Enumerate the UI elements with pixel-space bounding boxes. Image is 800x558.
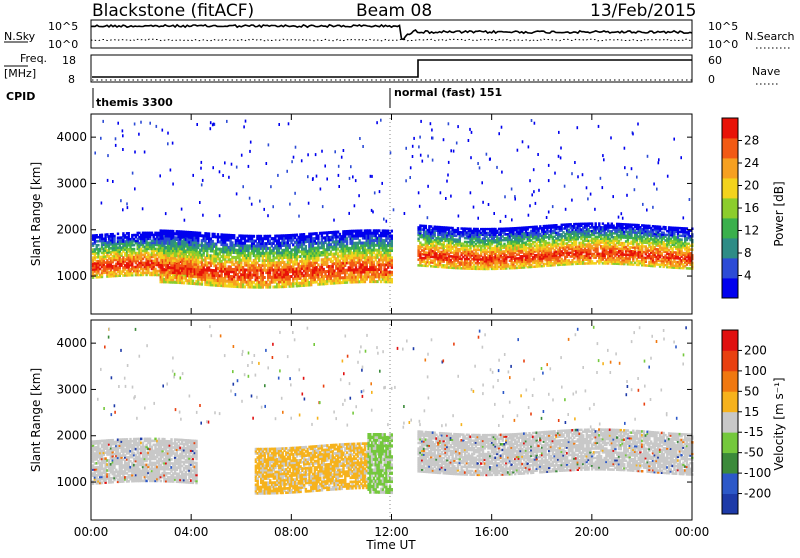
freq-right-tick-low: 0 [708, 73, 715, 86]
echo-cell [133, 248, 135, 251]
noise-search-trace [91, 39, 692, 41]
echo-cell [425, 225, 427, 228]
echo-cell [233, 234, 235, 237]
noise-right-label: N.Search [745, 30, 795, 43]
echo-cell [212, 240, 214, 243]
echo-cell [128, 232, 130, 235]
echo-cell [391, 230, 393, 233]
echo-cell [199, 232, 201, 235]
cpid-mode-1: themis 3300 [96, 96, 173, 109]
frequency-trace [92, 60, 692, 77]
noise-left-tick-low: 10^0 [48, 38, 78, 51]
echo-cell [208, 232, 210, 235]
noise-left-label: N.Sky [4, 30, 36, 43]
beam-title: Beam 08 [356, 1, 432, 21]
noise-right-tick-low: 10^0 [708, 38, 738, 51]
noise-left-tick-high: 10^5 [48, 20, 78, 33]
cpid-mode-2: normal (fast) 151 [394, 86, 502, 99]
echo-cell [253, 235, 255, 238]
echo-cell [113, 235, 115, 238]
freq-left-tick-high: 18 [62, 54, 76, 67]
echo-cell [263, 276, 265, 279]
echo-cell [391, 235, 393, 238]
power-heatmap [92, 119, 694, 289]
freq-left-label: Freq. [20, 52, 47, 65]
noise-panel-frame [91, 20, 692, 48]
freq-left-unit: [MHz] [4, 67, 36, 80]
echo-cell [213, 233, 215, 236]
freq-left-tick-low: 8 [68, 73, 75, 86]
freq-panel-frame [91, 55, 692, 82]
echo-cell [317, 234, 319, 237]
echo-cell [97, 244, 99, 247]
freq-right-tick-high: 60 [708, 54, 722, 67]
echo-cell [457, 227, 459, 230]
echo-cell [174, 237, 176, 240]
station-title: Blackstone (fitACF) [92, 1, 254, 21]
echo-cell [391, 278, 393, 281]
freq-right-label: Nave [752, 65, 780, 78]
noise-right-tick-high: 10^5 [708, 20, 738, 33]
echo-cell [391, 256, 393, 259]
echo-cell [305, 245, 307, 248]
echo-cell [101, 234, 103, 237]
echo-cell [117, 233, 119, 236]
echo-cell [391, 271, 393, 274]
echo-cell [289, 244, 291, 247]
date-title: 13/Feb/2015 [590, 1, 696, 21]
noise-sky-trace [91, 25, 692, 40]
cpid-label: CPID [6, 90, 35, 103]
